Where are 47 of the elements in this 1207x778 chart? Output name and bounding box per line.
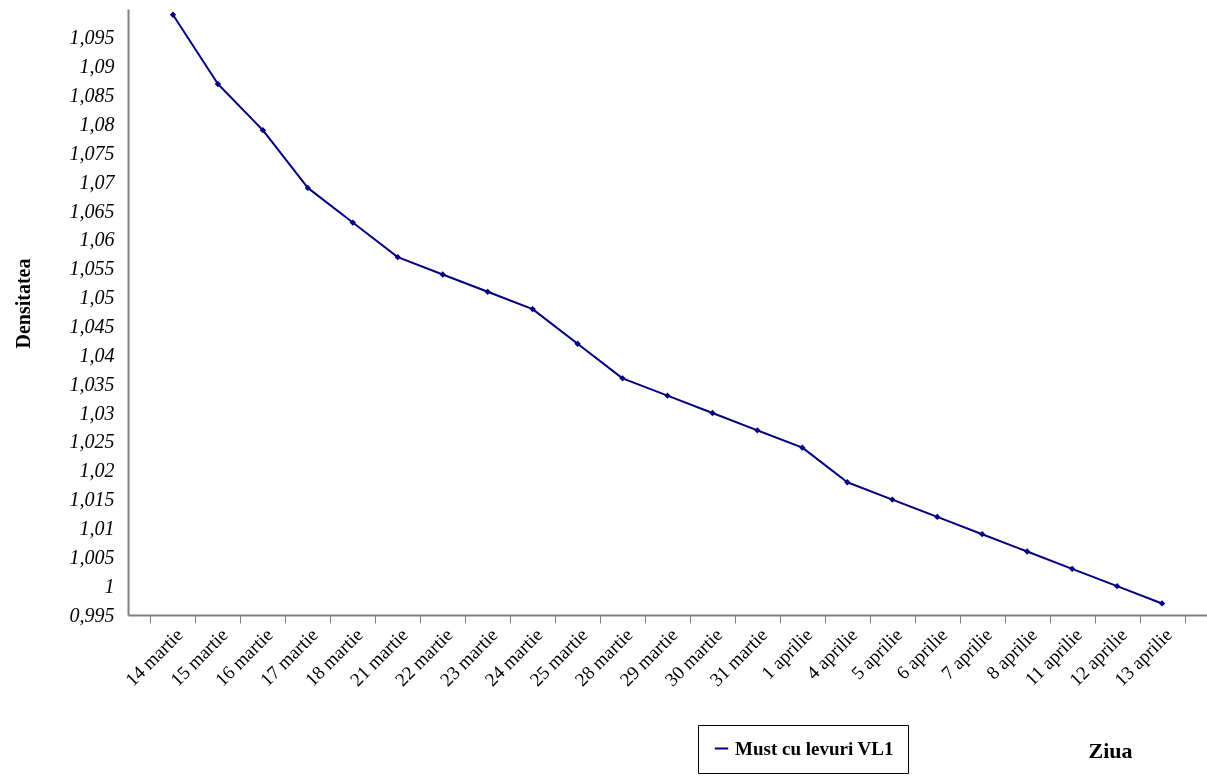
- point: [574, 340, 581, 347]
- point: [754, 427, 761, 434]
- y-tick-label: 1,07: [79, 170, 116, 193]
- y-tick-label: 1,02: [79, 459, 115, 482]
- y-tick-label: 1,035: [69, 372, 115, 395]
- y-tick-label: 1,015: [69, 488, 115, 511]
- y-tick-label: 1,05: [79, 286, 115, 309]
- y-tick-label: 1,075: [69, 141, 115, 164]
- y-tick-label: 1,055: [69, 257, 115, 280]
- point: [304, 184, 311, 192]
- y-tick-label: 1,06: [79, 228, 115, 251]
- point: [259, 127, 267, 134]
- point: [799, 444, 806, 451]
- y-tick-label: 1,08: [79, 112, 115, 135]
- y-tick-label: 1,085: [69, 84, 115, 107]
- y-tick-label: 1,095: [69, 26, 115, 49]
- point: [1024, 548, 1031, 555]
- point: [394, 254, 401, 261]
- point: [214, 80, 222, 88]
- legend-label: Must cu levuri VL1: [735, 737, 894, 759]
- point: [934, 513, 941, 521]
- point: [484, 288, 491, 295]
- y-tick-label: 1,04: [79, 343, 115, 366]
- point: [889, 496, 896, 503]
- y-tick-label: 1,09: [79, 55, 115, 78]
- point: [1113, 582, 1121, 590]
- point: [529, 305, 536, 313]
- y-tick-label: 1,025: [69, 430, 115, 453]
- point: [1068, 565, 1076, 572]
- point: [169, 11, 177, 18]
- point: [1158, 600, 1166, 607]
- point: [844, 479, 851, 486]
- y-tick-label: 1,045: [69, 314, 115, 337]
- point: [709, 409, 716, 417]
- y-tick-label: 1: [104, 574, 115, 597]
- point: [664, 392, 671, 399]
- x-axis-title: Ziua: [1088, 737, 1133, 763]
- y-axis-title: Densitatea: [11, 258, 34, 349]
- point: [979, 531, 986, 538]
- y-tick-label: 1,065: [69, 199, 115, 222]
- point: [439, 271, 446, 278]
- y-tick-label: 0,995: [69, 603, 115, 626]
- point: [349, 219, 356, 226]
- y-tick-label: 1,03: [79, 401, 115, 424]
- y-tick-label: 1,005: [69, 545, 115, 568]
- y-tick-label: 1,01: [79, 516, 115, 539]
- point: [619, 375, 626, 382]
